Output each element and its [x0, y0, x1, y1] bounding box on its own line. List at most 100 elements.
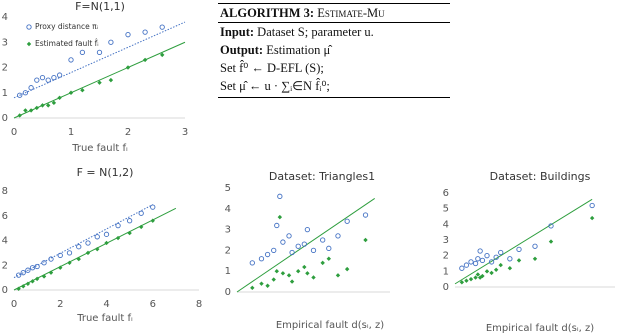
y-tick-label: 4 [225, 204, 231, 215]
point [507, 256, 513, 262]
y-tick-label: 1 [2, 88, 8, 99]
y-tick-label: 0 [2, 113, 8, 124]
point [484, 269, 490, 274]
point [150, 204, 156, 210]
algorithm-output: Output: Estimation μ̂ [218, 41, 450, 59]
y-tick-label: 2 [2, 260, 8, 271]
point [320, 237, 326, 243]
point [17, 113, 22, 118]
point [459, 265, 465, 271]
point [34, 77, 40, 83]
trendline [13, 21, 186, 99]
point [311, 275, 316, 280]
point [295, 243, 301, 249]
legend-label: Estimated fault f̂ᵢ [35, 39, 99, 48]
point [34, 276, 40, 282]
algorithm-label: ALGORITHM 3: [220, 6, 315, 20]
point [85, 240, 91, 246]
point [258, 256, 265, 262]
point [305, 271, 310, 276]
point [25, 281, 31, 287]
point [344, 266, 350, 272]
chart-title: Dataset: Triangles1 [269, 170, 375, 183]
point [103, 231, 110, 237]
point [127, 230, 132, 236]
point [85, 250, 91, 256]
point [48, 270, 54, 275]
point [250, 285, 255, 291]
y-tick-label: 0 [225, 287, 231, 298]
algorithm-step: Set f̂⁰ ← D-EFL (S); [220, 61, 324, 75]
point [304, 226, 311, 233]
x-axis-label: Empirical fault d(sᵢ, z) [276, 320, 384, 331]
point [56, 72, 63, 78]
point [335, 273, 341, 278]
point [289, 249, 295, 256]
y-tick-label: 8 [2, 186, 8, 197]
x-tick-label: 3 [182, 127, 188, 138]
point [104, 240, 109, 246]
x-axis-label: True fault fᵢ [76, 313, 133, 324]
trendline [13, 41, 186, 119]
y-tick-label: 5 [443, 204, 449, 215]
point [302, 264, 307, 270]
point [277, 193, 283, 199]
point [142, 57, 148, 63]
point [34, 105, 39, 111]
y-tick-label: 1 [443, 266, 449, 277]
point [66, 250, 73, 256]
algorithm-step: Set μ̂ ← u · ∑ᵢ∈N f̂ᵢ⁰; [220, 79, 330, 93]
point [160, 52, 165, 58]
algorithm-header: ALGORITHM 3: Estimate-Mu [218, 4, 450, 23]
algorithm-name: Estimate-Mu [317, 6, 385, 20]
point [41, 274, 47, 279]
point [286, 273, 292, 278]
output-label: Output: [220, 43, 264, 57]
point [125, 65, 131, 70]
point [363, 237, 368, 243]
point [589, 202, 595, 209]
y-tick-label: 3 [225, 225, 231, 236]
point [280, 239, 286, 245]
point [125, 32, 131, 38]
x-tick-label: 4 [103, 299, 109, 310]
point [296, 269, 301, 274]
point [477, 248, 483, 254]
point [15, 272, 22, 278]
point [548, 239, 554, 244]
point [468, 276, 474, 282]
point [459, 280, 465, 285]
point [271, 247, 277, 254]
point [271, 277, 276, 282]
y-tick-label: 5 [225, 183, 231, 194]
x-tick-label: 0 [11, 127, 17, 138]
point [48, 256, 54, 262]
y-tick-label: 4 [2, 12, 8, 23]
point [46, 103, 51, 108]
point [28, 85, 34, 91]
point [493, 254, 499, 260]
point [21, 284, 26, 289]
point [108, 77, 114, 83]
point [484, 253, 490, 259]
legend-marker [26, 41, 32, 47]
point [16, 286, 21, 291]
point [39, 74, 46, 81]
point [150, 218, 155, 223]
point [115, 222, 121, 229]
point [473, 275, 478, 280]
point [76, 256, 81, 262]
y-tick-label: 2 [2, 63, 8, 74]
point [115, 235, 121, 241]
point [498, 262, 503, 268]
point [464, 278, 469, 283]
point [259, 281, 264, 286]
point [468, 259, 474, 265]
point [159, 24, 165, 30]
chart-title: F = N(1,2) [77, 166, 134, 179]
point [80, 88, 85, 93]
algorithm-box: ALGORITHM 3: Estimate-Mu Input: Dataset … [218, 3, 450, 98]
y-tick-label: 6 [443, 188, 449, 199]
y-tick-label: 3 [443, 235, 449, 246]
